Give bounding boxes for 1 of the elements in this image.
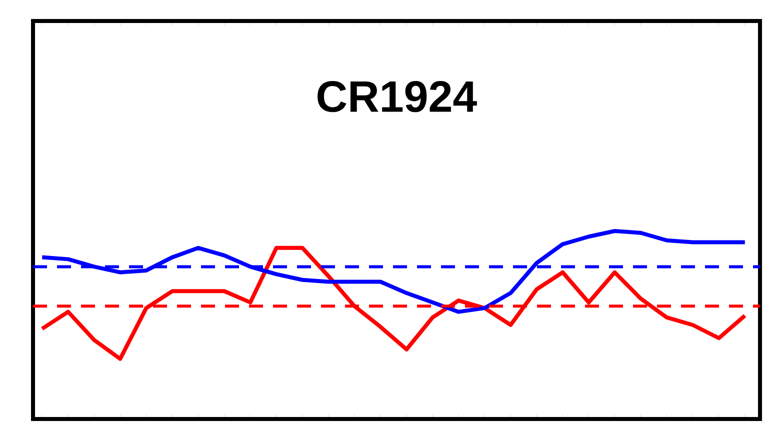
chart-title: CR1924	[318, 81, 477, 112]
